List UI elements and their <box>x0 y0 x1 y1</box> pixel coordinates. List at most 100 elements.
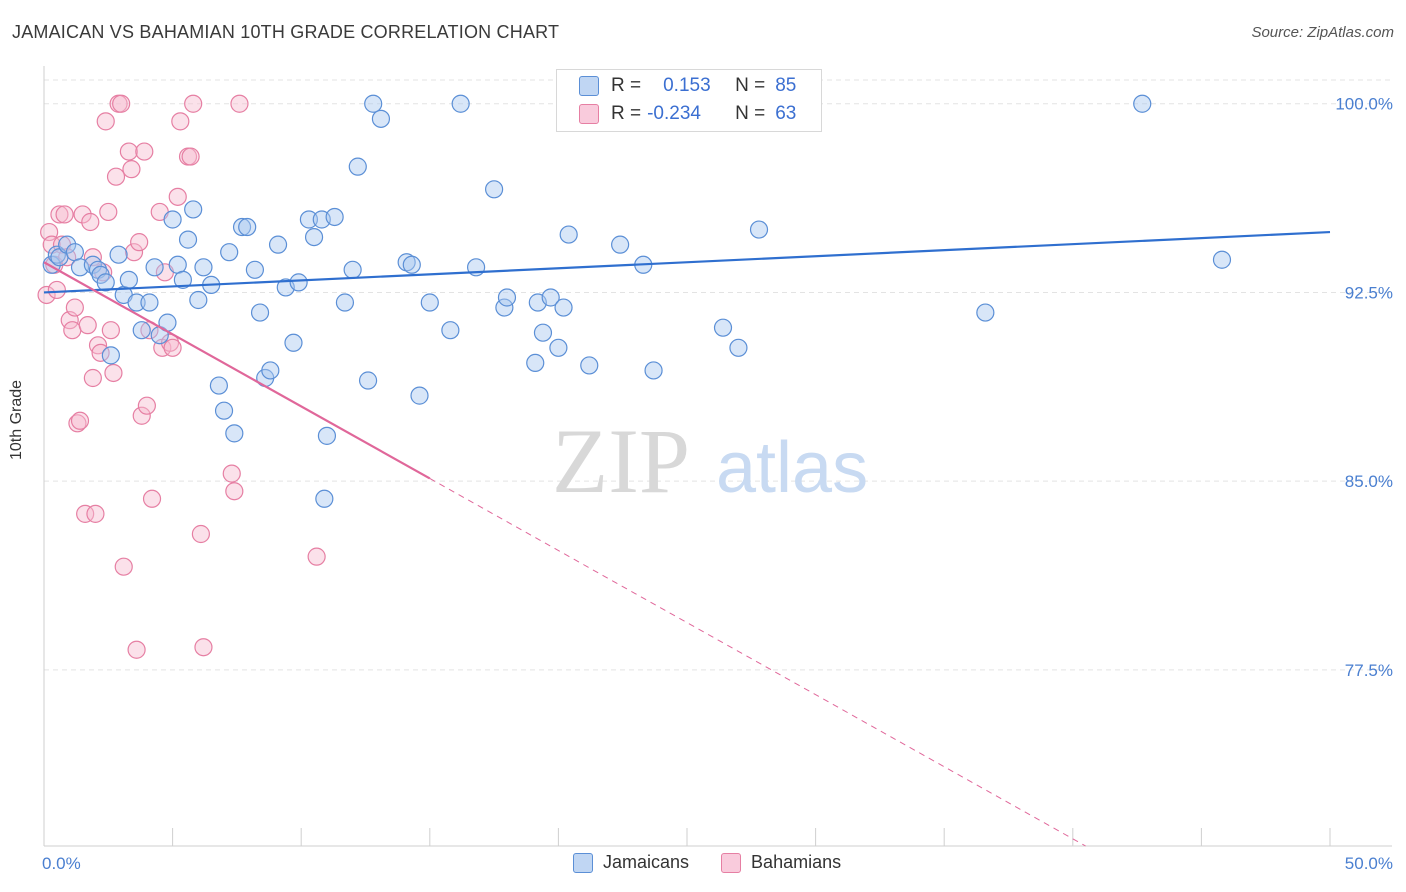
jamaicans-point <box>268 235 288 254</box>
jamaicans-point <box>168 255 187 274</box>
jamaicans-point <box>441 321 460 340</box>
legend-row-jamaicans: R = 0.153 N = 85 <box>579 74 796 98</box>
y-tick-label: 100.0% <box>1335 95 1393 114</box>
legend-r-label: R = <box>611 75 642 96</box>
y-tick-label: 92.5% <box>1345 283 1393 302</box>
jamaicans-point <box>58 235 77 254</box>
jamaicans-point <box>335 293 355 312</box>
legend-swatch-bahamians <box>721 852 742 873</box>
bahamians-point <box>191 524 210 544</box>
y-tick-label: 85.0% <box>1345 472 1393 491</box>
axes <box>43 66 1392 847</box>
jamaicans-point <box>299 210 319 229</box>
jamaicans-point <box>497 288 517 307</box>
bahamians-point <box>86 504 105 523</box>
bahamians-point <box>124 243 144 262</box>
bahamians-trend-extension <box>429 478 1086 847</box>
jamaicans-point <box>225 424 244 443</box>
bahamians-point <box>163 338 182 357</box>
jamaicans-point <box>209 376 228 395</box>
jamaicans-point <box>109 245 128 264</box>
series-legend: Jamaicans Bahamians <box>573 852 873 873</box>
bahamians-point <box>104 363 123 383</box>
bahamians-point <box>68 414 87 433</box>
legend-item-jamaicans[interactable]: Jamaicans <box>573 852 689 873</box>
jamaicans-point <box>194 258 213 277</box>
legend-item-bahamians[interactable]: Bahamians <box>721 852 841 873</box>
jamaicans-point <box>132 321 151 340</box>
legend-n-value: 85 <box>775 75 797 96</box>
jamaicans-point <box>184 200 203 219</box>
bahamians-point <box>96 112 115 131</box>
bahamians-point <box>70 411 90 430</box>
jamaicans-point <box>145 258 164 277</box>
legend-n-label: N = <box>735 103 766 124</box>
x-tick-label: 50.0% <box>1345 854 1393 873</box>
bahamians-point <box>130 233 149 252</box>
bahamians-point <box>99 202 118 222</box>
jamaicans-point <box>371 109 391 128</box>
legend-r-value: -0.234 <box>647 103 701 124</box>
bahamians-points <box>37 94 326 659</box>
source-label: Source: ZipAtlas.com <box>1251 24 1394 41</box>
bahamians-point <box>194 638 213 657</box>
jamaicans-point <box>325 207 344 227</box>
bahamians-point <box>137 396 156 415</box>
jamaicans-point <box>348 157 367 176</box>
legend-r-value: 0.153 <box>663 75 711 96</box>
watermark: ZIP atlas <box>552 410 868 512</box>
bahamians-point <box>307 547 326 566</box>
jamaicans-point <box>358 371 378 390</box>
jamaicans-point <box>451 94 470 113</box>
jamaicans-point <box>245 260 265 279</box>
watermark-atlas: atlas <box>716 428 868 508</box>
jamaicans-point <box>580 356 599 375</box>
jamaicans-point <box>220 243 239 262</box>
bahamians-point <box>81 212 100 232</box>
jamaicans-point <box>541 288 560 307</box>
jamaicans-point <box>976 303 995 322</box>
bahamians-point <box>112 94 131 113</box>
tick-labels: 77.5% 85.0% 92.5% 100.0% 0.0% 50.0% <box>42 95 1393 873</box>
jamaicans-point <box>554 298 573 317</box>
jamaicans-point <box>420 293 439 312</box>
jamaicans-point <box>96 273 115 292</box>
bahamians-point <box>55 205 74 224</box>
jamaicans-point <box>284 333 303 352</box>
jamaicans-point <box>127 293 146 312</box>
legend-swatch-jamaicans <box>579 76 599 96</box>
legend-label-jamaicans: Jamaicans <box>603 852 690 872</box>
bahamians-point <box>119 142 138 161</box>
jamaicans-point <box>1212 250 1232 269</box>
jamaicans-point <box>749 220 769 239</box>
bahamians-point <box>50 205 69 224</box>
legend-label-bahamians: Bahamians <box>751 852 842 872</box>
bahamians-point <box>142 489 162 508</box>
jamaicans-point <box>65 243 84 262</box>
jamaicans-point <box>315 489 334 508</box>
jamaicans-point <box>214 401 234 420</box>
legend-swatch-bahamians <box>579 104 599 124</box>
jamaicans-point <box>238 217 257 237</box>
bahamians-point <box>83 368 102 388</box>
bahamians-point <box>171 112 190 131</box>
jamaicans-point <box>83 255 102 274</box>
jamaicans-point <box>397 253 416 272</box>
bahamians-point <box>78 316 97 335</box>
bahamians-point <box>106 167 126 186</box>
jamaicans-points <box>42 94 1232 508</box>
bahamians-point <box>65 298 84 317</box>
y-tick-label: 77.5% <box>1345 661 1393 680</box>
bahamians-point <box>184 94 203 113</box>
jamaicans-point <box>250 303 270 322</box>
bahamians-point <box>76 504 95 523</box>
legend-row-bahamians: R = -0.234 N = 63 <box>579 102 796 126</box>
bahamians-point <box>230 94 249 113</box>
jamaicans-point <box>232 217 252 237</box>
jamaicans-point <box>729 338 748 357</box>
jamaicans-point <box>402 255 421 274</box>
bahamians-point <box>63 321 82 340</box>
legend-swatch-jamaicans <box>573 852 593 873</box>
bahamians-point <box>181 147 200 166</box>
bahamians-point <box>135 142 154 161</box>
